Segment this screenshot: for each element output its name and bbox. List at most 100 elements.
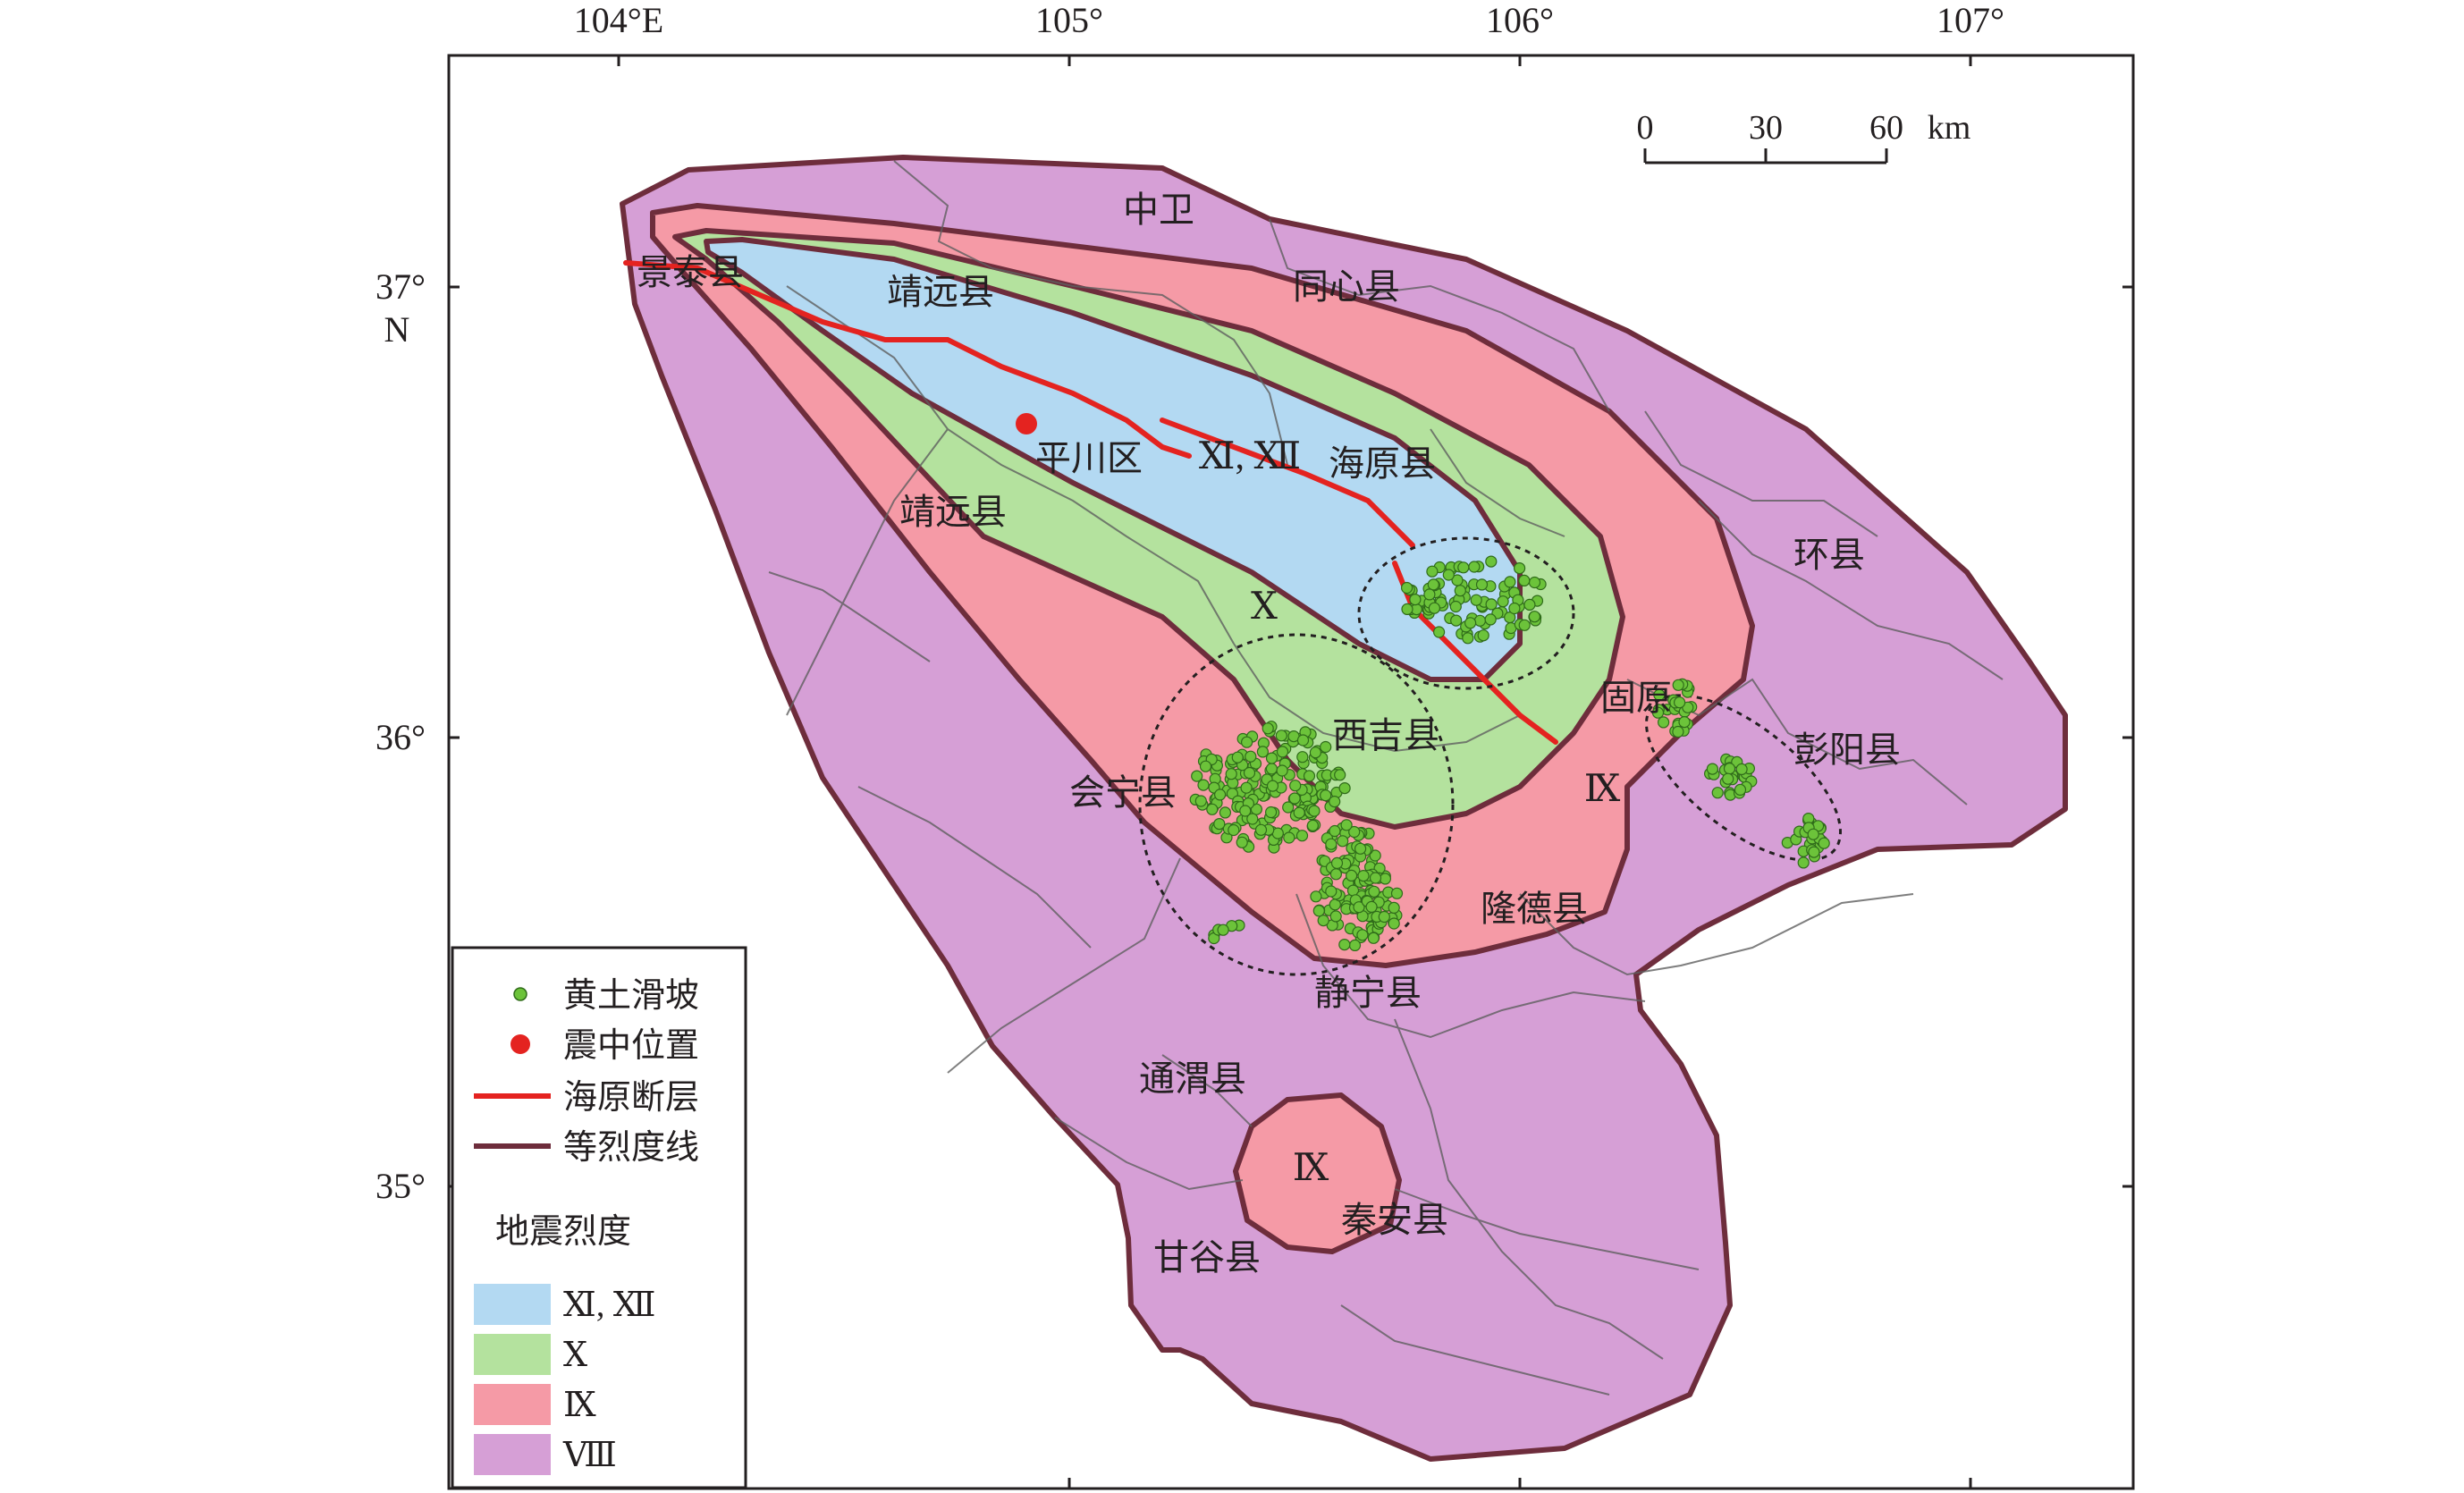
landslide-point <box>1296 751 1309 763</box>
landslide-point <box>1367 932 1380 944</box>
landslide-point <box>1353 901 1365 914</box>
place-zhongwei: 中卫 <box>1123 190 1194 231</box>
landslide-point <box>1337 835 1349 848</box>
landslide-point <box>1219 806 1232 819</box>
landslide-point <box>1513 561 1526 575</box>
landslide-point <box>1282 801 1295 814</box>
landslide-point <box>1197 779 1210 791</box>
landslide-point <box>1262 722 1274 735</box>
landslide-point <box>1254 823 1268 836</box>
landslide-point <box>1485 598 1498 611</box>
lat-label-37: 37° <box>376 266 426 307</box>
landslide-point <box>1325 885 1337 898</box>
landslide-point <box>1329 868 1343 881</box>
place-tongwei: 通渭县 <box>1139 1059 1246 1100</box>
landslide-point <box>1231 751 1244 763</box>
landslide-point <box>1325 838 1337 850</box>
landslide-point <box>1485 555 1498 568</box>
legend-swatch-viii <box>474 1434 551 1475</box>
landslide-point <box>1672 679 1684 691</box>
epicenter-marker <box>1016 413 1037 434</box>
landslide-point <box>1457 561 1470 574</box>
landslide-point <box>1818 837 1830 849</box>
legend-epicenter-symbol <box>511 1034 530 1054</box>
landslide-point <box>1317 914 1329 927</box>
county-borders <box>768 160 2004 1396</box>
scale-label-30: 30 <box>1749 109 1783 147</box>
place-jingtai: 景泰县 <box>637 252 744 293</box>
landslide-point <box>1356 929 1369 941</box>
legend-isoseismal-label: 等烈度线 <box>563 1127 699 1167</box>
landslide-cluster-outlines <box>1138 536 1842 976</box>
landslide-point <box>1428 602 1441 614</box>
graticule-ticks <box>449 55 2133 1489</box>
legend-swatch-ix <box>474 1384 551 1425</box>
landslide-point <box>1288 792 1301 805</box>
landslide-point <box>1213 789 1227 801</box>
landslide-point <box>1475 578 1489 591</box>
legend-label-viii: Ⅷ <box>562 1437 617 1474</box>
landslide-point <box>1239 805 1252 817</box>
landslide-point <box>1199 760 1212 772</box>
landslide-point <box>1657 716 1670 729</box>
place-haiyuan: 海原县 <box>1329 443 1436 485</box>
landslide-point <box>1651 706 1665 719</box>
landslide-point <box>1508 602 1521 615</box>
landslide-point <box>1723 763 1736 775</box>
landslide-point <box>1807 828 1819 840</box>
landslide-point <box>1711 787 1724 799</box>
landslide-point <box>1245 750 1257 763</box>
landslide-point <box>1468 561 1481 573</box>
landslide-point <box>1504 576 1516 588</box>
landslide-point <box>1518 619 1531 631</box>
landslide-point <box>1309 746 1322 759</box>
legend: 黄土滑坡 震中位置 海原断层 等烈度线 地震烈度 Ⅺ, Ⅻ Ⅹ Ⅸ Ⅷ <box>451 946 747 1489</box>
landslide-point <box>1722 772 1734 785</box>
landslide-point <box>1320 789 1332 802</box>
landslide-point <box>1368 885 1380 898</box>
landslide-point <box>1365 900 1378 914</box>
landslide-point <box>1265 763 1278 775</box>
landslide-point <box>1528 576 1541 589</box>
landslide-point <box>1390 887 1404 899</box>
place-pingchuan: 平川区 <box>1035 438 1143 479</box>
landslide-point <box>1462 632 1474 645</box>
place-longde: 隆德县 <box>1481 889 1588 930</box>
lon-label-104: 104°E <box>574 0 663 40</box>
landslide-point <box>1426 565 1439 578</box>
landslide-point <box>1308 805 1321 817</box>
landslide-points <box>1189 555 1830 952</box>
landslide-point <box>1354 842 1367 855</box>
intensity-label-ix-east: Ⅸ <box>1584 769 1621 810</box>
legend-label-ix: Ⅸ <box>563 1387 596 1424</box>
landslide-point <box>1296 734 1310 746</box>
scale-unit: km <box>1928 109 1971 147</box>
landslide-point <box>1243 766 1256 780</box>
lon-label-107: 107° <box>1937 0 2004 40</box>
landslide-point <box>1672 725 1684 738</box>
landslide-point <box>1240 736 1253 748</box>
landslide-point <box>1334 769 1346 781</box>
legend-epicenter-label: 震中位置 <box>563 1025 699 1065</box>
landslide-point <box>1470 594 1482 606</box>
lat-label-35: 35° <box>376 1166 426 1206</box>
legend-fault-label: 海原断层 <box>563 1077 699 1117</box>
landslide-point <box>1236 836 1248 848</box>
landslide-point <box>1240 781 1253 794</box>
landslide-point <box>1283 831 1295 844</box>
scale-bar <box>1643 148 1888 164</box>
place-jingning: 静宁县 <box>1314 973 1422 1014</box>
landslide-point <box>1454 585 1466 597</box>
landslide-point <box>1379 873 1392 885</box>
landslide-point <box>1484 613 1497 626</box>
landslide-point <box>1357 869 1370 882</box>
landslide-point <box>1194 795 1207 807</box>
landslide-point <box>1312 905 1325 917</box>
landslide-point <box>1797 856 1810 869</box>
landslide-point <box>1295 830 1309 842</box>
zone-ix-south-area <box>1233 1092 1402 1254</box>
landslide-point <box>1348 939 1362 952</box>
scale-label-60: 60 <box>1869 109 1903 147</box>
legend-label-x: Ⅹ <box>563 1337 587 1374</box>
landslide-point <box>1464 617 1477 629</box>
